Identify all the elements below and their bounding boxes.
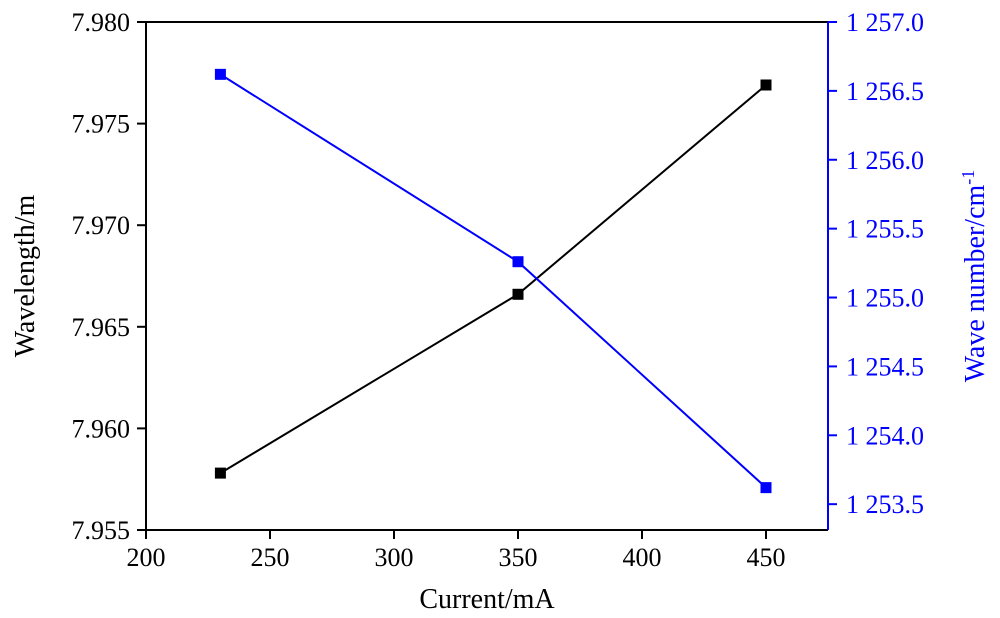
y-tick-label: 7.955 xyxy=(72,516,131,545)
series-2-point xyxy=(760,482,772,494)
y2-axis-title-text: Wave number/cm xyxy=(960,185,991,383)
y2-axis-title-superscript: -1 xyxy=(958,170,978,185)
plot-area xyxy=(214,68,772,494)
axes: 200 250 300 350 400 450 7.955 7.960 7.965 7.970 7.… xyxy=(72,8,925,572)
y2-tick-label: 1 256.5 xyxy=(846,77,924,106)
x-tick-label: 250 xyxy=(251,543,290,572)
series-1-point xyxy=(214,467,226,479)
series-2-point xyxy=(214,68,226,80)
x-tick-label: 200 xyxy=(127,543,166,572)
y2-tick-label: 1 257.0 xyxy=(846,8,924,37)
y2-axis-title: Wave number/cm-1 xyxy=(958,170,991,383)
series-1-point xyxy=(760,79,772,91)
series-2-point xyxy=(512,256,524,268)
y-tick-label: 7.980 xyxy=(72,8,131,37)
series-2-line xyxy=(219,73,767,489)
y2-tick-label: 1 254.0 xyxy=(846,421,924,450)
y-axis-title: Wavelength/m xyxy=(10,194,41,357)
x-tick-label: 450 xyxy=(747,543,786,572)
y-tick-label: 7.960 xyxy=(72,414,131,443)
x-tick-label: 350 xyxy=(499,543,538,572)
y2-tick-label: 1 255.5 xyxy=(846,215,924,244)
x-tick-label: 300 xyxy=(375,543,414,572)
y2-tick-label: 1 256.0 xyxy=(846,146,924,175)
series-1-line xyxy=(219,84,767,474)
y-tick-label: 7.965 xyxy=(72,313,131,342)
x-axis-title: Current/mA xyxy=(419,584,555,615)
y2-tick-label: 1 253.5 xyxy=(846,490,924,519)
y-tick-label: 7.975 xyxy=(72,110,131,139)
x-tick-label: 400 xyxy=(623,543,662,572)
y-tick-label: 7.970 xyxy=(72,211,131,240)
y2-tick-label: 1 255.0 xyxy=(846,284,924,313)
series-1-point xyxy=(512,288,524,300)
y2-tick-label: 1 254.5 xyxy=(846,352,924,381)
